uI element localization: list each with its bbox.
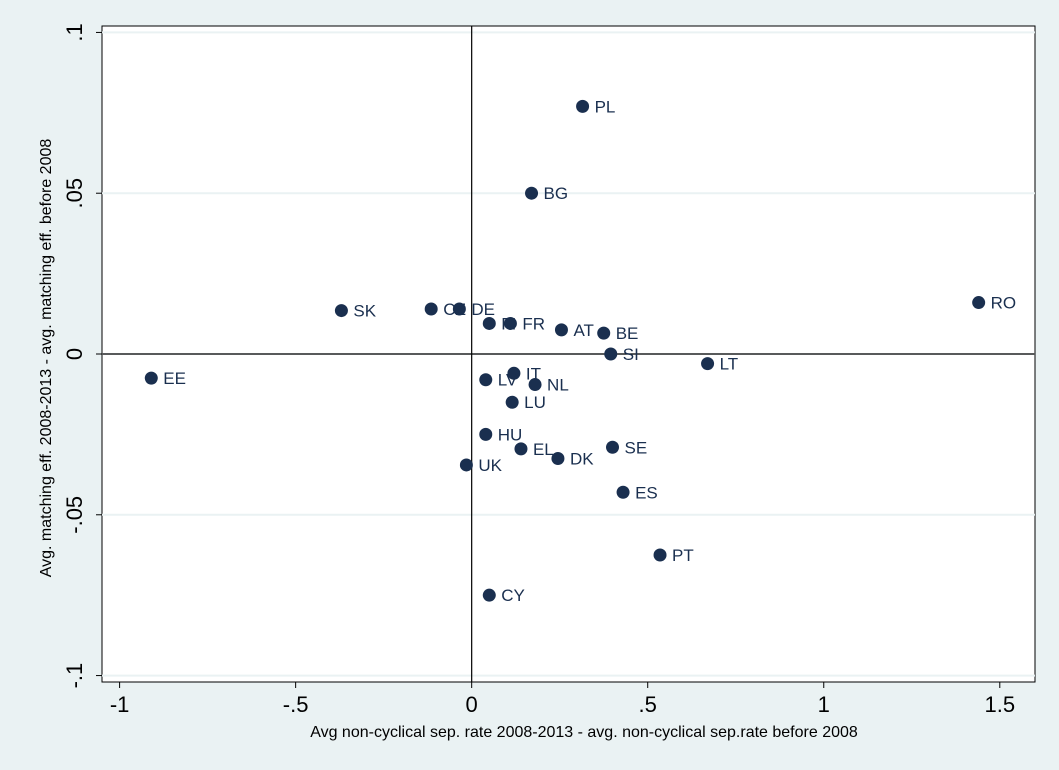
y-tick-label: .1 xyxy=(62,23,87,41)
point-label-ro: RO xyxy=(991,294,1017,313)
point-dk xyxy=(551,452,565,466)
point-label-si: SI xyxy=(623,345,639,364)
point-label-fr: FR xyxy=(522,314,545,333)
point-cy xyxy=(482,588,496,602)
point-ro xyxy=(972,296,986,310)
y-axis: -.1 -.05 0 .05 .1 xyxy=(62,23,102,688)
point-label-hu: HU xyxy=(498,425,523,444)
point-cz xyxy=(424,302,438,316)
y-tick-label: 0 xyxy=(62,348,87,360)
y-tick-label: .05 xyxy=(62,178,87,209)
point-lv xyxy=(479,373,493,387)
point-label-uk: UK xyxy=(478,456,502,475)
y-axis-title: Avg. matching eff. 2008-2013 - avg. matc… xyxy=(38,139,55,578)
point-at xyxy=(554,323,568,337)
x-tick-label: 1 xyxy=(818,692,830,717)
point-it xyxy=(507,366,521,380)
point-label-bg: BG xyxy=(544,184,569,203)
point-lu xyxy=(505,395,519,409)
point-es xyxy=(616,485,630,499)
x-axis-title: Avg non-cyclical sep. rate 2008-2013 - a… xyxy=(310,724,858,741)
point-de xyxy=(452,302,466,316)
point-label-pl: PL xyxy=(595,97,616,116)
x-tick-label: .5 xyxy=(639,692,657,717)
point-label-nl: NL xyxy=(547,376,569,395)
x-axis: -1 -.5 0 .5 1 1.5 xyxy=(110,682,1015,717)
x-tick-label: -.5 xyxy=(283,692,309,717)
point-label-lu: LU xyxy=(524,393,546,412)
point-label-de: DE xyxy=(471,300,495,319)
point-label-lt: LT xyxy=(720,355,739,374)
point-label-sk: SK xyxy=(353,302,376,321)
point-label-be: BE xyxy=(616,324,639,343)
point-bg xyxy=(525,186,539,200)
point-pt xyxy=(653,548,667,562)
point-be xyxy=(597,326,611,340)
point-fi xyxy=(482,316,496,330)
x-tick-label: 1.5 xyxy=(984,692,1015,717)
point-label-lv: LV xyxy=(498,371,518,390)
point-fr xyxy=(503,316,517,330)
point-se xyxy=(606,440,620,454)
point-label-el: EL xyxy=(533,440,554,459)
point-lt xyxy=(701,357,715,371)
point-hu xyxy=(479,427,493,441)
x-tick-label: -1 xyxy=(110,692,130,717)
reference-lines xyxy=(102,26,1035,682)
point-uk xyxy=(459,458,473,472)
point-si xyxy=(604,347,618,361)
point-label-cy: CY xyxy=(501,586,525,605)
y-tick-label: -.05 xyxy=(62,496,87,534)
point-nl xyxy=(528,378,542,392)
point-label-se: SE xyxy=(625,438,648,457)
point-label-es: ES xyxy=(635,483,658,502)
point-ee xyxy=(144,371,158,385)
point-el xyxy=(514,442,528,456)
point-sk xyxy=(334,304,348,318)
y-tick-label: -.1 xyxy=(62,663,87,689)
point-pl xyxy=(576,99,590,113)
data-points: PLBGROSKCZDEFIFRATBESILTEEITLVNLLUHUELSE… xyxy=(144,97,1017,605)
x-tick-label: 0 xyxy=(466,692,478,717)
point-label-dk: DK xyxy=(570,450,594,469)
point-label-ee: EE xyxy=(163,369,186,388)
point-label-pt: PT xyxy=(672,546,694,565)
point-label-at: AT xyxy=(573,321,593,340)
